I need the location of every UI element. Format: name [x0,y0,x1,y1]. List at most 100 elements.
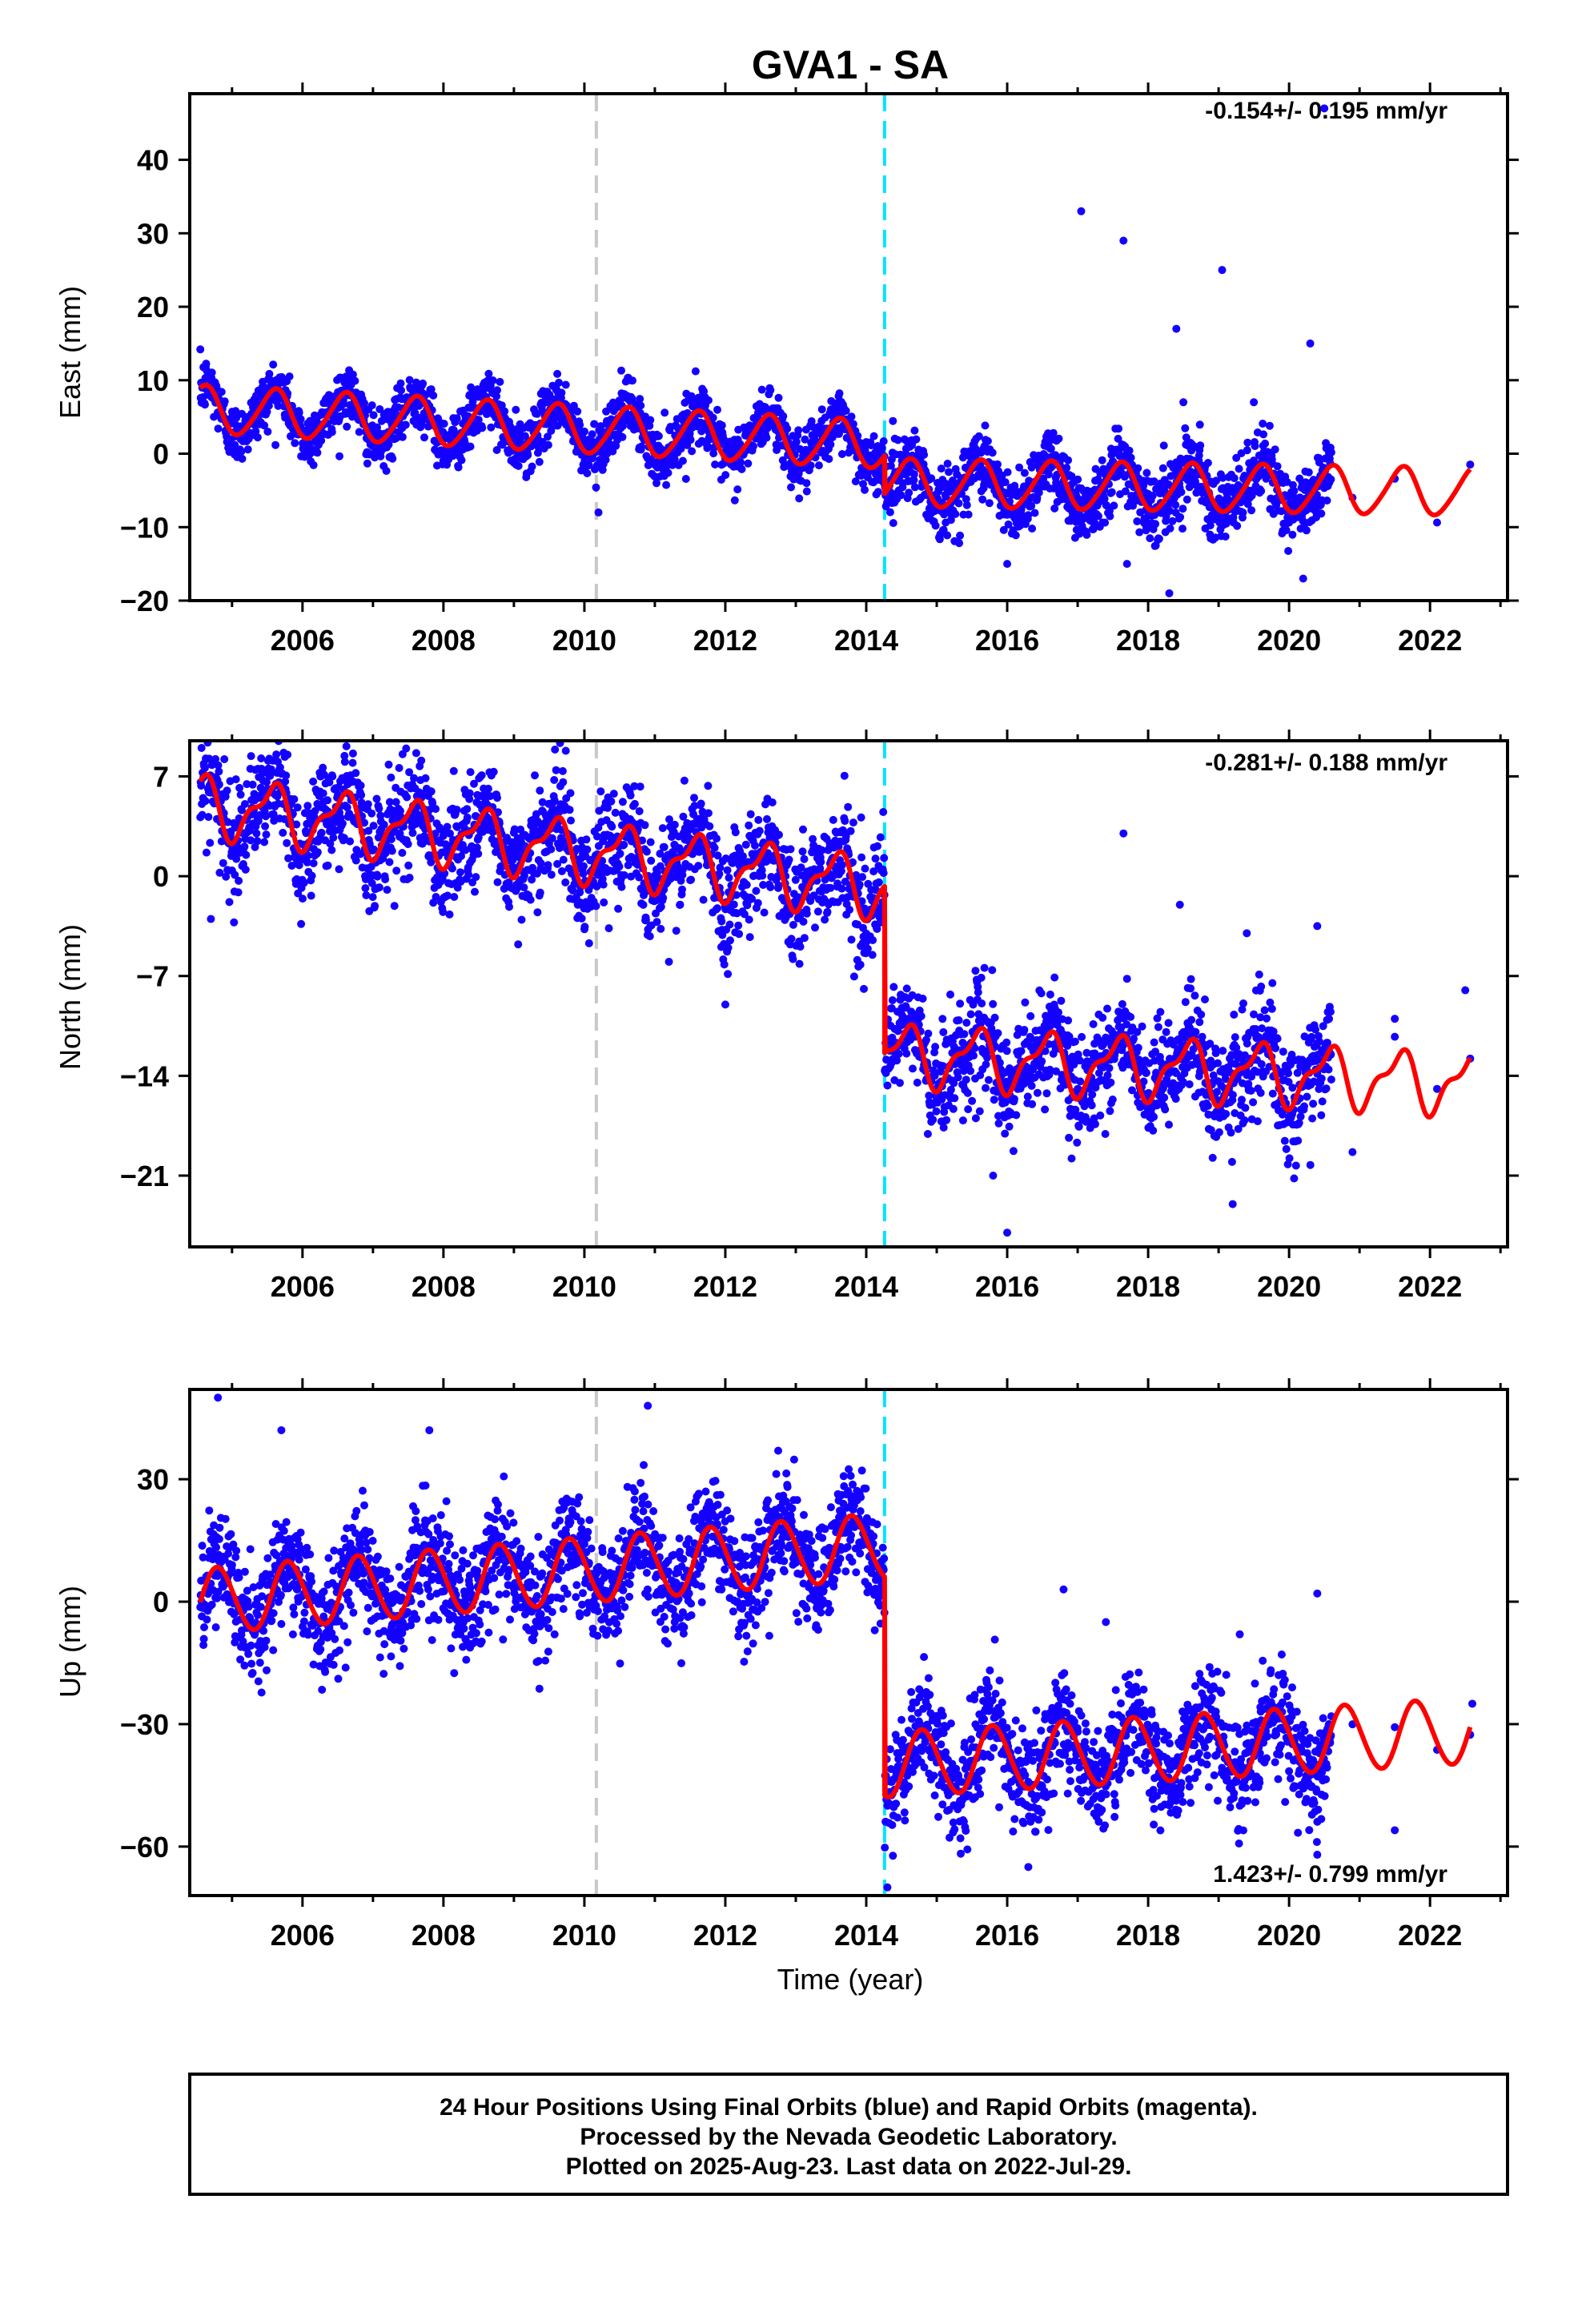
data-point [658,824,667,833]
data-point [203,714,211,722]
data-points-east [196,104,1475,597]
data-point [263,428,272,436]
data-point [235,783,244,792]
data-point [1062,464,1071,472]
data-point [978,495,987,504]
data-point [1151,520,1160,529]
data-point [905,489,913,497]
data-point [956,999,965,1008]
data-point [608,822,616,831]
data-point [744,459,753,468]
data-point [688,447,697,456]
data-point [1195,420,1204,429]
data-point [536,859,545,867]
data-point [535,457,544,466]
data-point [465,789,474,798]
data-point [1159,441,1168,450]
data-point [849,818,857,827]
data-point [464,870,473,879]
data-point [646,838,655,846]
outlier-point [1172,324,1181,333]
data-point [398,432,407,441]
x-tick-label-east: 2014 [834,624,898,657]
data-point [646,416,655,424]
data-point [792,437,801,446]
data-point [253,837,262,846]
data-point [628,394,636,403]
data-point [1233,521,1242,530]
data-point [710,843,719,852]
data-point [766,883,775,891]
data-point [802,487,811,496]
data-point [544,432,552,441]
data-point [849,972,858,981]
data-point [726,936,734,945]
data-point [403,793,412,802]
data-point [369,411,378,420]
data-point [721,471,730,480]
data-point [367,401,376,410]
data-point [798,847,807,856]
data-point [889,416,897,425]
plot-area-east [196,94,1475,601]
data-point [662,480,671,489]
data-point [303,802,312,810]
data-point [327,428,336,436]
data-point [293,803,302,812]
data-point [207,368,216,377]
data-point [559,778,568,786]
data-point [1265,421,1274,430]
data-point [296,415,305,424]
data-point [1107,488,1116,497]
data-point [826,440,835,448]
data-point [335,452,343,460]
data-point [946,990,954,999]
data-point [212,383,221,392]
data-point [794,426,803,435]
data-point [837,884,846,893]
data-point [917,1011,926,1020]
data-point [1230,474,1239,483]
data-point [628,376,636,385]
data-point [1158,464,1167,472]
data-point [786,845,795,854]
data-point [357,790,366,799]
data-point [279,828,287,837]
data-point [717,421,726,430]
data-point [614,904,623,913]
data-point [265,369,274,378]
data-point [526,895,535,904]
data-point [196,345,205,354]
data-point [297,919,306,928]
data-point [536,786,544,795]
data-point [607,797,616,806]
data-point [752,887,761,895]
data-point [202,848,211,857]
data-point [557,866,566,875]
data-point [404,840,412,848]
chart-title: GVA1 - SA [752,42,949,87]
data-point [789,955,797,963]
data-point [918,995,927,1003]
data-point [896,1079,904,1088]
data-point [733,485,742,494]
data-point [902,1049,911,1058]
data-point [1203,459,1212,467]
data-point [240,842,249,851]
data-point [596,787,605,796]
data-point [758,871,767,880]
data-point [1432,518,1441,527]
data-point [395,764,404,772]
data-point [841,817,849,826]
rate-annotation-north: -0.281+/- 0.188 mm/yr [1205,750,1447,776]
outlier-point [1179,398,1188,407]
data-point [348,370,357,379]
y-tick-label-east: 40 [137,144,169,177]
data-point [383,886,391,895]
data-point [252,829,261,838]
data-point [799,917,808,926]
data-point [932,1107,941,1116]
data-point [230,918,239,927]
data-point [547,845,556,854]
data-point [285,372,294,381]
